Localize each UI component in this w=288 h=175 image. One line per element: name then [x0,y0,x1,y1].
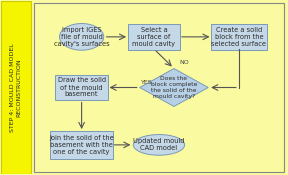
Text: STEP 4: MOULD CAD MODEL
RECONSTRUCTION: STEP 4: MOULD CAD MODEL RECONSTRUCTION [10,43,21,132]
Text: Import IGES
file of mould
cavity's surfaces: Import IGES file of mould cavity's surfa… [54,27,109,47]
FancyBboxPatch shape [128,24,180,50]
Ellipse shape [133,135,185,155]
Text: YES: YES [141,80,153,85]
FancyBboxPatch shape [55,75,108,100]
FancyBboxPatch shape [211,24,267,50]
Ellipse shape [60,23,104,50]
FancyBboxPatch shape [1,1,31,174]
Text: NO: NO [180,60,190,65]
Polygon shape [140,69,208,106]
Text: Updated mould
CAD model: Updated mould CAD model [133,138,185,151]
Text: Join the solid of the
basement with the
one of the cavity: Join the solid of the basement with the … [49,135,114,155]
Text: Create a solid
block from the
selected surface: Create a solid block from the selected s… [211,27,266,47]
FancyBboxPatch shape [34,3,284,172]
Text: Does the
block complete
the solid of the
mould cavity?: Does the block complete the solid of the… [151,76,197,99]
Text: Select a
surface of
mould cavity: Select a surface of mould cavity [132,27,175,47]
Text: Draw the solid
of the mould
basement: Draw the solid of the mould basement [58,78,106,97]
FancyBboxPatch shape [50,131,113,159]
